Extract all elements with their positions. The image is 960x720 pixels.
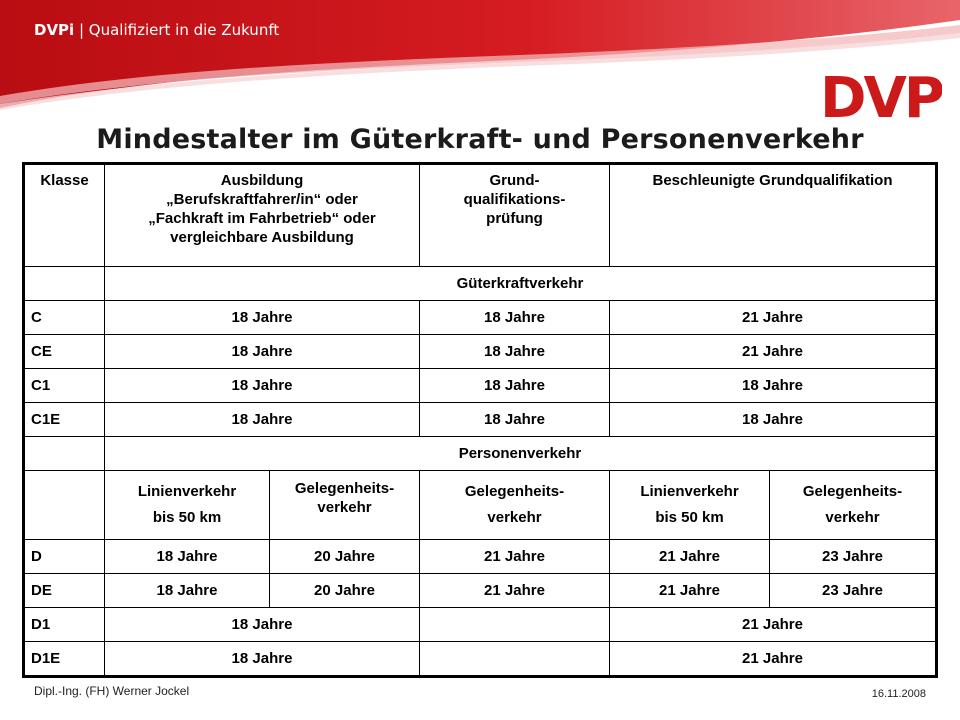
- subheader-line2: bis 50 km: [152, 509, 222, 526]
- table-row: D 18 Jahre 20 Jahre 21 Jahre 21 Jahre 23…: [23, 539, 937, 574]
- section-label: Güterkraftverkehr: [104, 266, 937, 301]
- ausbildung-cell: 18 Jahre: [104, 368, 420, 403]
- header-ausbildung-line2: „Berufskraftfahrer/in“ oder: [166, 191, 358, 208]
- subheader-line2: verkehr: [487, 509, 542, 526]
- table-row: DE 18 Jahre 20 Jahre 21 Jahre 21 Jahre 2…: [23, 573, 937, 608]
- value-cell: 23 Jahre: [769, 573, 937, 608]
- subheader-gelegenheit-grund: Gelegenheits- verkehr: [419, 470, 610, 540]
- banner-swoosh: [0, 0, 960, 110]
- value-cell: 23 Jahre: [769, 539, 937, 574]
- beschl-cell: 18 Jahre: [609, 402, 937, 437]
- subheader-line1: Gelegenheits-: [294, 480, 395, 497]
- value-cell: 21 Jahre: [609, 539, 770, 574]
- table-row: CE 18 Jahre 18 Jahre 21 Jahre: [23, 334, 937, 369]
- klasse-cell: C: [23, 300, 105, 335]
- klasse-cell: D1: [23, 607, 105, 642]
- value-cell: 21 Jahre: [419, 573, 610, 608]
- table-row: C1 18 Jahre 18 Jahre 18 Jahre: [23, 368, 937, 403]
- header-klasse: Klasse: [23, 163, 105, 267]
- empty-cell: [419, 607, 610, 642]
- page-title: Mindestalter im Güterkraft- und Personen…: [96, 124, 864, 155]
- age-table: Klasse Ausbildung „Berufskraftfahrer/in“…: [22, 162, 938, 678]
- beschl-cell: 21 Jahre: [609, 641, 937, 677]
- value-cell: 18 Jahre: [104, 573, 270, 608]
- header-banner: [0, 0, 960, 110]
- brand-name: DVPi: [34, 21, 75, 39]
- klasse-cell: C1E: [23, 402, 105, 437]
- footer-date: 16.11.2008: [871, 688, 926, 700]
- table-row: C1E 18 Jahre 18 Jahre 18 Jahre: [23, 402, 937, 437]
- ausbildung-cell: 18 Jahre: [104, 334, 420, 369]
- value-cell: 20 Jahre: [269, 573, 420, 608]
- subheader-row: Linienverkehr bis 50 km Gelegenheits- ve…: [23, 470, 937, 540]
- subheader-line1: Gelegenheits-: [802, 483, 903, 500]
- value-cell: 21 Jahre: [419, 539, 610, 574]
- header-ausbildung-line3: „Fachkraft im Fahrbetrieb“ oder: [148, 210, 376, 227]
- value-cell: 21 Jahre: [609, 573, 770, 608]
- subheader-gelegenheit-ausbildung: Gelegenheits- verkehr: [269, 470, 420, 540]
- klasse-cell: D: [23, 539, 105, 574]
- klasse-cell: C1: [23, 368, 105, 403]
- subheader-linien-ausbildung: Linienverkehr bis 50 km: [104, 470, 270, 540]
- header-ausbildung-line1: Ausbildung: [220, 172, 304, 189]
- empty-cell: [23, 470, 105, 540]
- table-row: C 18 Jahre 18 Jahre 21 Jahre: [23, 300, 937, 335]
- subheader-line1: Linienverkehr: [640, 483, 739, 500]
- ausbildung-cell: 18 Jahre: [104, 607, 420, 642]
- value-cell: 20 Jahre: [269, 539, 420, 574]
- beschl-cell: 21 Jahre: [609, 334, 937, 369]
- table-header-row: Klasse Ausbildung „Berufskraftfahrer/in“…: [23, 163, 937, 267]
- beschl-cell: 18 Jahre: [609, 368, 937, 403]
- subheader-line2: verkehr: [825, 509, 880, 526]
- subheader-gelegenheit-beschl: Gelegenheits- verkehr: [769, 470, 937, 540]
- ausbildung-cell: 18 Jahre: [104, 300, 420, 335]
- section-row-gueter: Güterkraftverkehr: [23, 266, 937, 301]
- empty-cell: [23, 436, 105, 471]
- tagline-text: Qualifiziert in die Zukunft: [88, 21, 280, 39]
- beschl-cell: 21 Jahre: [609, 300, 937, 335]
- klasse-cell: CE: [23, 334, 105, 369]
- grund-cell: 18 Jahre: [419, 334, 610, 369]
- table-row: D1E 18 Jahre 21 Jahre: [23, 641, 937, 677]
- header-ausbildung: Ausbildung „Berufskraftfahrer/in“ oder „…: [104, 163, 420, 267]
- value-cell: 18 Jahre: [104, 539, 270, 574]
- empty-cell: [23, 266, 105, 301]
- subheader-linien-beschl: Linienverkehr bis 50 km: [609, 470, 770, 540]
- logo-text: DVPi: [820, 66, 942, 129]
- grund-cell: 18 Jahre: [419, 402, 610, 437]
- dvpi-logo: DVPi: [820, 65, 960, 131]
- header-grund: Grund- qualifikations- prüfung: [419, 163, 610, 267]
- klasse-cell: DE: [23, 573, 105, 608]
- grund-cell: 18 Jahre: [419, 368, 610, 403]
- header-grund-line3: prüfung: [486, 210, 543, 227]
- klasse-cell: D1E: [23, 641, 105, 677]
- header-grund-line1: Grund-: [489, 172, 540, 189]
- beschl-cell: 21 Jahre: [609, 607, 937, 642]
- subheader-line1: Gelegenheits-: [464, 483, 565, 500]
- header-ausbildung-line4: vergleichbare Ausbildung: [170, 229, 354, 246]
- subheader-line2: bis 50 km: [655, 509, 724, 526]
- table-row: D1 18 Jahre 21 Jahre: [23, 607, 937, 642]
- grund-cell: 18 Jahre: [419, 300, 610, 335]
- ausbildung-cell: 18 Jahre: [104, 402, 420, 437]
- section-label: Personenverkehr: [104, 436, 937, 471]
- header-grund-line2: qualifikations-: [463, 191, 566, 208]
- ausbildung-cell: 18 Jahre: [104, 641, 420, 677]
- header-tagline: DVPi | Qualifiziert in die Zukunft: [34, 21, 280, 39]
- subheader-line1: Linienverkehr: [137, 483, 237, 500]
- empty-cell: [419, 641, 610, 677]
- section-row-personen: Personenverkehr: [23, 436, 937, 471]
- header-beschleunigt: Beschleunigte Grundqualifikation: [609, 163, 937, 267]
- footer-author: Dipl.-Ing. (FH) Werner Jockel: [34, 684, 190, 698]
- subheader-line2: verkehr: [317, 499, 372, 516]
